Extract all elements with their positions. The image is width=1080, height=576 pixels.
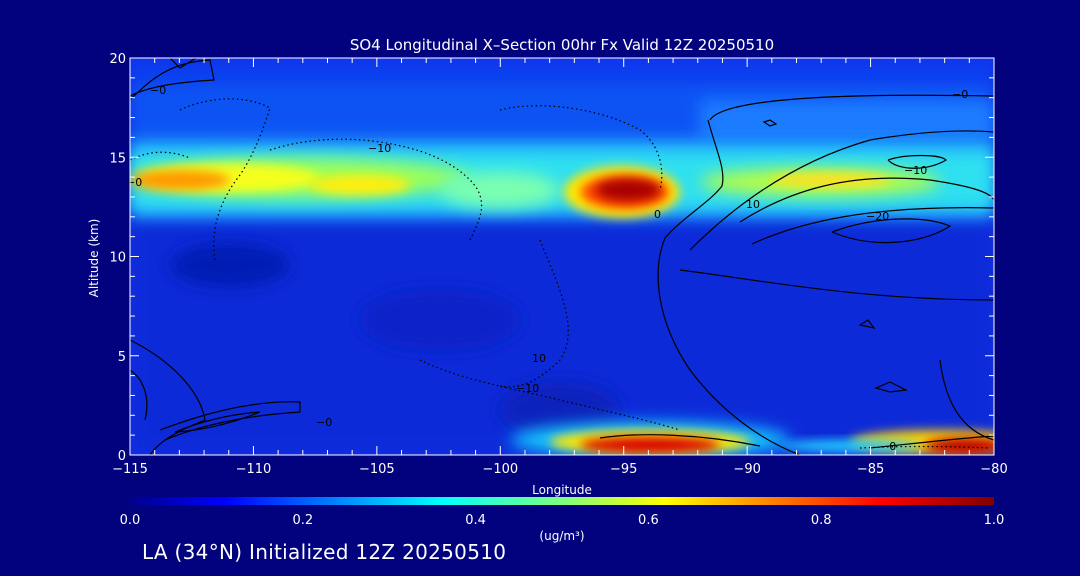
y-tick-label: 0 — [118, 449, 126, 464]
y-tick-label: 15 — [109, 151, 126, 166]
contour-label: −10 — [516, 382, 539, 395]
contour-label: −0 — [150, 84, 166, 97]
footer-caption: LA (34°N) Initialized 12Z 20250510 — [142, 540, 507, 564]
contour-label: −0 — [952, 88, 968, 101]
colorbar-tick-label: 0.2 — [292, 513, 313, 528]
y-tick-label: 10 — [109, 251, 126, 266]
x-axis-label: Longitude — [532, 483, 592, 497]
x-axis: −115 −110 −105 −100 −95 −90 −85 −80 — [112, 58, 1008, 477]
y-tick-label: 5 — [118, 350, 126, 365]
y-tick-label: 20 — [109, 52, 126, 67]
colorbar-tick-label: 1.0 — [984, 513, 1005, 528]
y-axis-label: Altitude (km) — [87, 219, 101, 298]
x-tick-label: −80 — [980, 462, 1007, 477]
contour-labels: −0 −10 10 0 −10 10 −20 −10 −0 −0 −0 −0 — [126, 84, 968, 453]
contour-label: 10 — [746, 198, 760, 211]
heatmap-field — [130, 58, 994, 455]
colorbar-tick-label: 0.4 — [465, 513, 486, 528]
x-tick-label: −105 — [359, 462, 395, 477]
contour-label: −0 — [880, 440, 896, 453]
colorbar-tick-label: 0.6 — [638, 513, 659, 528]
x-tick-label: −115 — [112, 462, 148, 477]
x-tick-label: −100 — [482, 462, 518, 477]
colorbar-tick-label: 0.0 — [120, 513, 141, 528]
colorbar-tick-label: 0.8 — [811, 513, 832, 528]
chart-title: SO4 Longitudinal X–Section 00hr Fx Valid… — [350, 36, 774, 54]
x-tick-label: −95 — [610, 462, 637, 477]
contour-label: −0 — [316, 416, 332, 429]
contour-lines — [130, 58, 994, 455]
x-tick-label: −85 — [857, 462, 884, 477]
contour-label: 0 — [654, 208, 661, 221]
x-tick-label: −90 — [733, 462, 760, 477]
colorbar-ticks: 0.0 0.2 0.4 0.6 0.8 1.0 — [120, 513, 1005, 528]
contour-label: −0 — [126, 176, 142, 189]
contour-lines-dotted — [130, 98, 991, 449]
colorbar — [130, 497, 994, 505]
x-tick-label: −110 — [236, 462, 272, 477]
y-axis: 0 5 10 15 20 — [109, 52, 994, 464]
contour-label: −20 — [866, 210, 889, 223]
contour-label: −10 — [368, 142, 391, 155]
contour-label: 10 — [532, 352, 546, 365]
colorbar-units: (ug/m³) — [539, 529, 584, 543]
contour-label: −10 — [904, 164, 927, 177]
